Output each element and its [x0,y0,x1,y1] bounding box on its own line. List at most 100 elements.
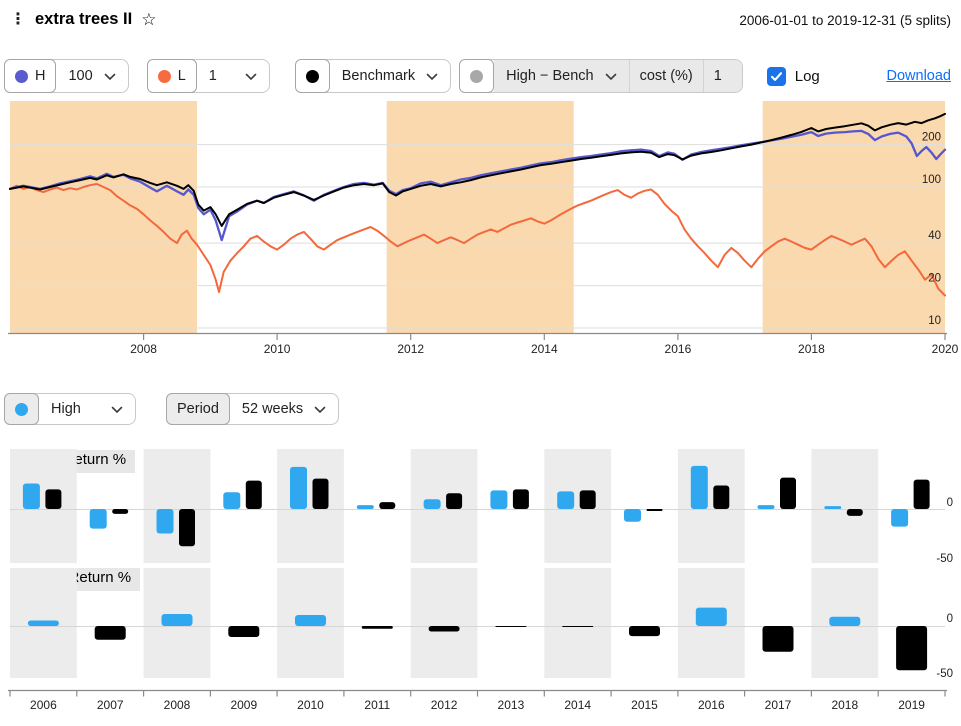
chevron-down-icon [314,406,326,414]
kebab-menu-icon[interactable]: ⋮ [10,10,26,28]
star-favorite-icon[interactable]: ☆ [141,10,157,30]
excess-return-bar [896,626,928,671]
year-stripes [10,449,879,678]
test-period-band [386,101,574,333]
log-checkbox-label: Log [794,67,820,85]
high-return-bar [891,509,909,527]
log-scale-toggle[interactable]: Log [766,66,820,86]
log-checkbox[interactable] [766,66,786,86]
test-period-band [10,101,197,333]
year-label: 2012 [431,698,458,712]
split-test-bands [10,101,945,333]
x-tick-label: 2018 [798,342,825,356]
excess-return-bar [762,626,794,652]
low-legend-label: L [177,68,186,84]
year-label: 2014 [564,698,591,712]
chevron-down-icon [111,406,123,414]
difference-control: High − Bench cost (%) 1 [459,59,743,93]
year-label: 2010 [297,698,324,712]
benchmark-series-dot-icon [305,69,319,83]
high-legend-label: H [35,68,46,84]
year-label: 2011 [364,698,390,712]
series-line-low [9,183,946,297]
cost-input[interactable]: 1 [703,60,742,92]
y-tick-label: 10 [928,315,941,327]
year-label: 2013 [498,698,525,712]
checkmark-icon [770,71,782,81]
benchmark-return-bar [713,485,730,509]
return-series-control: High [4,393,136,425]
benchmark-legend-cell [294,59,330,93]
series-line-high [8,129,947,242]
high-return-bar [89,509,107,529]
high-return-bar [490,490,508,509]
equity-series [8,112,947,297]
high-return-bar [557,491,575,509]
chevron-down-icon [426,73,438,81]
year-label: 2019 [898,698,925,712]
chevron-down-icon [605,73,616,81]
low-position-control: L 1 [146,59,270,93]
return-series-select[interactable]: High [39,394,135,424]
excess-return-bar [495,626,527,627]
benchmark-return-bar [45,489,62,509]
x-tick-label: 2014 [531,342,558,356]
year-label: 2006 [30,698,57,712]
x-tick-label: 2010 [264,342,291,356]
benchmark-return-bar [379,502,396,509]
period-return-bars [22,465,930,547]
high-return-bar [690,465,708,509]
divider [628,60,630,92]
benchmark-select[interactable]: Benchmark [330,60,450,92]
period-label-cell: Period [166,393,230,425]
high-return-bar [223,492,241,509]
year-label: 2017 [765,698,792,712]
period-select[interactable]: 52 weeks [230,394,338,424]
x-tick-label: 2020 [932,342,959,356]
y-tick-label: 200 [922,132,941,144]
excess-return-bar [428,626,460,632]
excess-return-bar [161,614,193,626]
divider [702,60,704,92]
yearly-returns-chart: 2006 2007 2008 2009 2010 2011 2012 2013 2014 2015… [8,449,953,712]
excess-return-bar [829,616,861,626]
high-position-control: H 100 [4,59,129,93]
header: ⋮ extra trees II ☆ [10,10,156,30]
benchmark-return-bar [780,477,796,509]
high-series-dot-icon [15,69,28,83]
benchmark-return-bar [245,480,262,509]
y-tick-label: 20 [928,273,941,285]
cost-label: cost (%) [629,60,703,92]
main-y-tick-labels: 10 20 40 100 200 [922,132,941,327]
benchmark-return-bar [846,509,863,516]
return-controls-row: High Period 52 weeks [4,393,340,425]
excess-return-bar [228,626,260,637]
difference-select[interactable]: High − Bench [494,60,629,92]
period-control: Period 52 weeks [166,393,340,425]
low-legend-cell: L [146,59,197,93]
high-count-select[interactable]: 100 [56,60,127,92]
equity-curve-chart: 2008 2010 2012 2014 2016 2018 2020 10 20 40 100 200 [8,101,959,356]
high-return-bar [22,483,40,509]
benchmark-return-bar [646,509,663,511]
benchmark-return-bar [913,479,930,509]
year-label: 2009 [230,698,257,712]
y-tick-label: 40 [928,230,941,242]
test-period-band [762,101,945,333]
chart-controls-row: H 100 L 1 Benchmark [4,59,951,93]
high-return-bar [290,466,307,509]
benchmark-return-bar [579,490,596,509]
year-label: 2008 [164,698,191,712]
benchmark-control: Benchmark [294,59,452,93]
excess-return-bar [562,626,594,627]
series-line-benchmark [9,112,946,227]
page-title: extra trees II [35,10,133,28]
bar-y-tick-label: -50 [936,668,953,680]
download-link[interactable]: Download [886,68,952,84]
excess-return-bar [27,620,59,626]
high-return-bar [757,505,775,509]
year-label: 2007 [97,698,124,712]
bar-y-tick-label: -50 [936,553,953,565]
chevron-down-icon [104,73,115,81]
low-count-select[interactable]: 1 [197,60,269,92]
